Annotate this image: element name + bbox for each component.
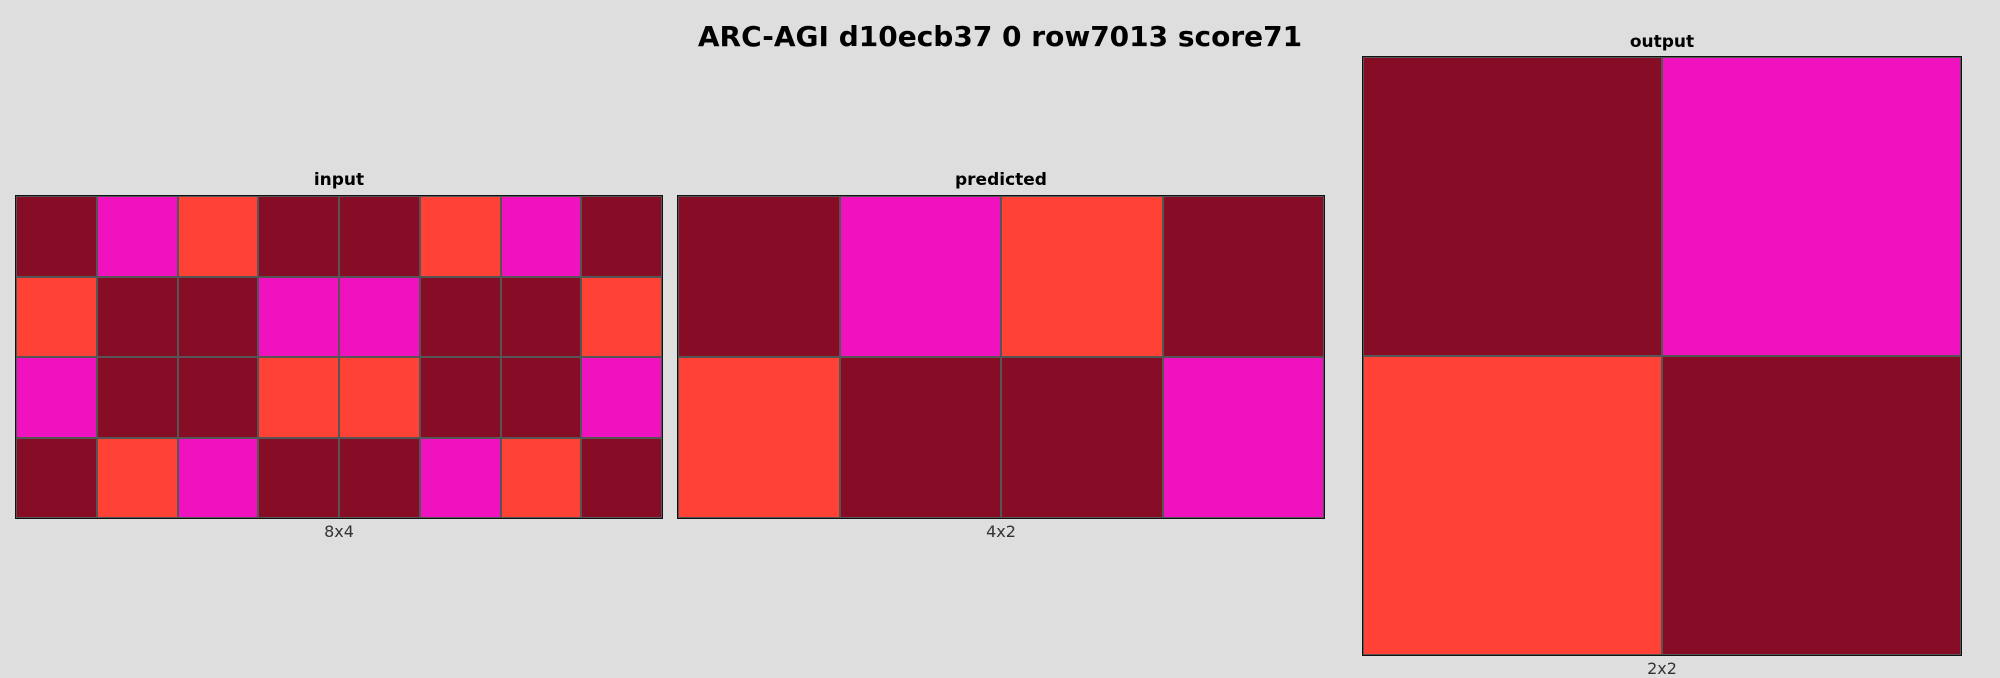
predicted-cell-r0-c3: [1162, 196, 1324, 357]
input-cell-r1-c4: [339, 276, 420, 357]
output-cell-r0-c1: [1662, 57, 1961, 356]
output-panel: output 2x2: [1362, 32, 1962, 678]
input-cell-r0-c0: [16, 196, 97, 277]
input-cell-r1-c6: [500, 276, 582, 357]
predicted-cell-r0-c1: [839, 196, 1001, 357]
input-cell-r1-c3: [258, 276, 339, 357]
input-cell-r0-c7: [581, 196, 662, 277]
input-cell-r2-c2: [177, 357, 259, 438]
input-cell-r3-c7: [581, 437, 662, 518]
input-cell-r0-c6: [500, 196, 582, 277]
input-cell-r3-c6: [500, 437, 582, 518]
predicted-cell-r1-c2: [1001, 357, 1163, 518]
output-cell-r1-c0: [1363, 356, 1662, 655]
input-panel: input 8x4: [15, 170, 663, 545]
input-cell-r3-c5: [419, 437, 501, 518]
predicted-cell-r1-c1: [839, 357, 1001, 518]
predicted-dims-label: 4x2: [986, 522, 1016, 541]
input-cell-r1-c2: [177, 276, 259, 357]
input-cell-r3-c1: [96, 437, 178, 518]
input-cell-r2-c4: [339, 357, 420, 438]
predicted-cell-r0-c2: [1001, 196, 1163, 357]
output-dims-label: 2x2: [1647, 659, 1677, 678]
input-cell-r1-c5: [419, 276, 501, 357]
input-dims-label: 8x4: [324, 522, 354, 541]
input-cell-r1-c7: [581, 276, 662, 357]
predicted-panel: predicted 4x2: [677, 170, 1325, 545]
input-panel-title: input: [313, 170, 365, 190]
input-cell-r2-c5: [419, 357, 501, 438]
output-panel-title: output: [1629, 32, 1695, 52]
predicted-grid: [677, 195, 1325, 519]
predicted-cell-r0-c0: [678, 196, 840, 357]
input-cell-r2-c3: [258, 357, 339, 438]
predicted-cell-r1-c0: [678, 357, 840, 518]
input-cell-r1-c1: [96, 276, 178, 357]
input-cell-r0-c3: [258, 196, 339, 277]
input-cell-r2-c0: [16, 357, 97, 438]
input-cell-r0-c5: [419, 196, 501, 277]
predicted-cell-r1-c3: [1162, 357, 1324, 518]
output-cell-r1-c1: [1662, 356, 1961, 655]
output-cell-r0-c0: [1363, 57, 1662, 356]
figure-title: ARC-AGI d10ecb37 0 row7013 score71: [697, 20, 1303, 53]
input-cell-r0-c1: [96, 196, 178, 277]
input-cell-r3-c2: [177, 437, 259, 518]
input-cell-r3-c0: [16, 437, 97, 518]
input-cell-r2-c6: [500, 357, 582, 438]
input-cell-r3-c3: [258, 437, 339, 518]
input-cell-r2-c1: [96, 357, 178, 438]
input-cell-r0-c2: [177, 196, 259, 277]
output-grid: [1362, 56, 1962, 656]
predicted-panel-title: predicted: [955, 170, 1047, 190]
input-cell-r0-c4: [339, 196, 420, 277]
input-grid: [15, 195, 663, 519]
input-cell-r2-c7: [581, 357, 662, 438]
input-cell-r3-c4: [339, 437, 420, 518]
input-cell-r1-c0: [16, 276, 97, 357]
